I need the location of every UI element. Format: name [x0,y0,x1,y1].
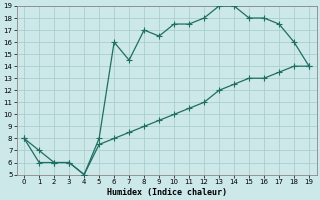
X-axis label: Humidex (Indice chaleur): Humidex (Indice chaleur) [107,188,227,197]
